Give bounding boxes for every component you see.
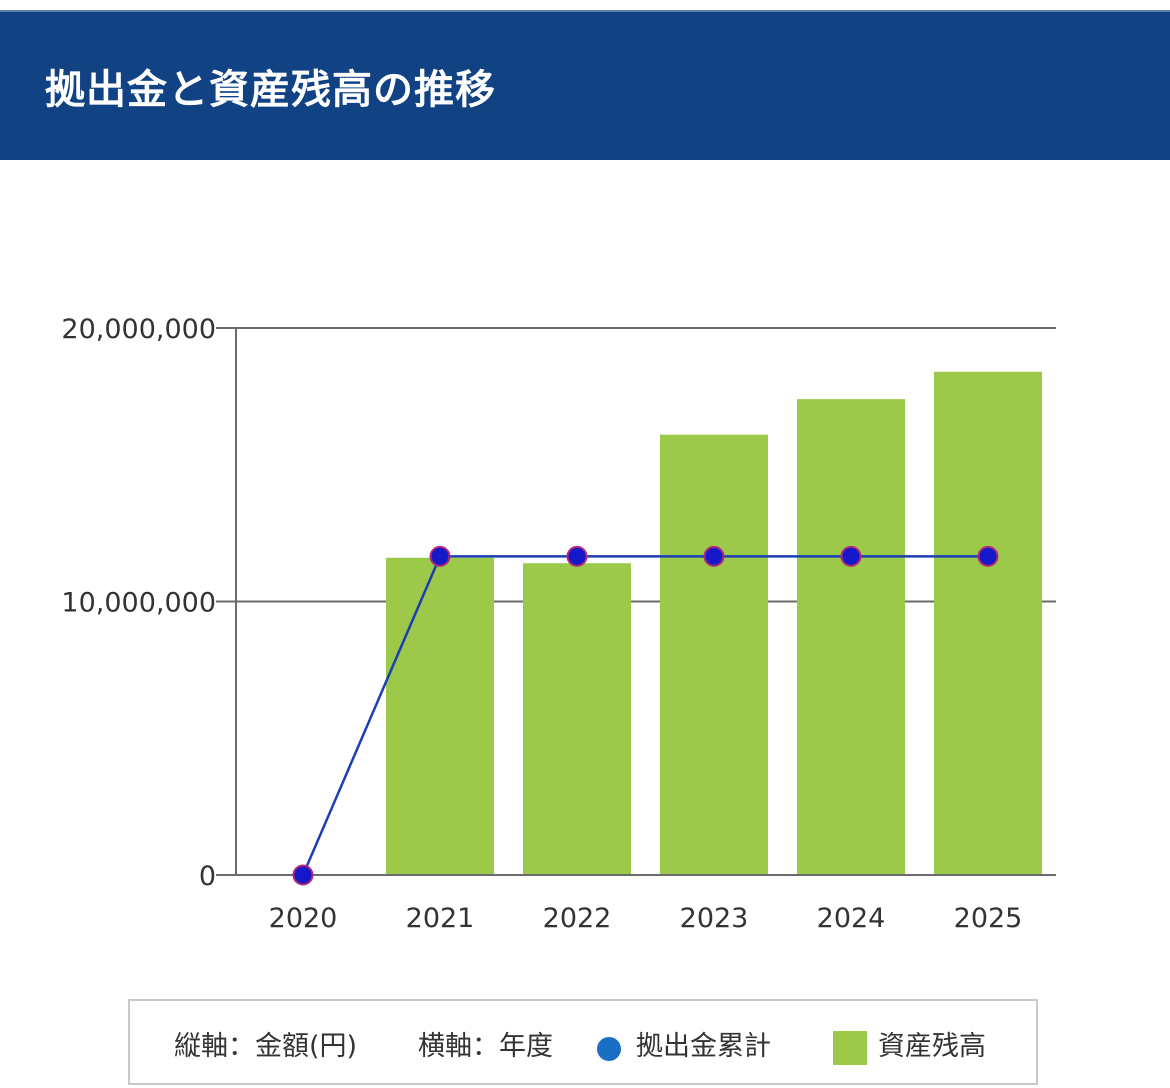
x-tick-label: 2022 bbox=[543, 903, 612, 934]
y-tick-label: 0 bbox=[199, 861, 216, 892]
x-tick-label: 2020 bbox=[269, 903, 338, 934]
x-tick-label: 2021 bbox=[406, 903, 475, 934]
bar bbox=[660, 434, 768, 875]
line-point bbox=[977, 545, 999, 567]
bar bbox=[386, 557, 494, 875]
legend-x-axis-note: 横軸：年度 bbox=[418, 1031, 553, 1062]
y-tick-label: 10,000,000 bbox=[61, 588, 216, 619]
page-header: 拠出金と資産残高の推移 bbox=[0, 10, 1170, 160]
chart-legend: 縦軸：金額(円) 横軸：年度 拠出金累計 資産残高 bbox=[128, 999, 1038, 1085]
bar bbox=[797, 399, 905, 875]
axes bbox=[216, 328, 1056, 876]
legend-bar-swatch-icon bbox=[833, 1031, 867, 1065]
tick-labels: 0 10,000,000 20,000,000 2020 2021 2022 2023 202… bbox=[61, 314, 1022, 934]
top-strip bbox=[0, 0, 1170, 10]
line-point bbox=[292, 864, 314, 886]
page-title: 拠出金と資産残高の推移 bbox=[45, 67, 496, 113]
line-point bbox=[566, 545, 588, 567]
line-point bbox=[840, 545, 862, 567]
line-series bbox=[292, 545, 999, 886]
line-point bbox=[429, 545, 451, 567]
line-series-path bbox=[301, 555, 988, 876]
legend-line-marker-icon bbox=[597, 1037, 621, 1061]
x-tick-label: 2023 bbox=[680, 903, 749, 934]
bar bbox=[934, 371, 1042, 875]
y-tick-label: 20,000,000 bbox=[61, 314, 216, 345]
line-point bbox=[703, 545, 725, 567]
x-tick-label: 2025 bbox=[954, 903, 1023, 934]
grid-lines bbox=[216, 327, 1056, 876]
bars bbox=[386, 371, 1042, 875]
legend-y-axis-note: 縦軸：金額(円) bbox=[174, 1031, 358, 1062]
x-tick-label: 2024 bbox=[817, 903, 886, 934]
legend-line-label: 拠出金累計 bbox=[636, 1031, 771, 1062]
legend-bar-label: 資産残高 bbox=[878, 1031, 986, 1062]
bar bbox=[523, 563, 631, 875]
